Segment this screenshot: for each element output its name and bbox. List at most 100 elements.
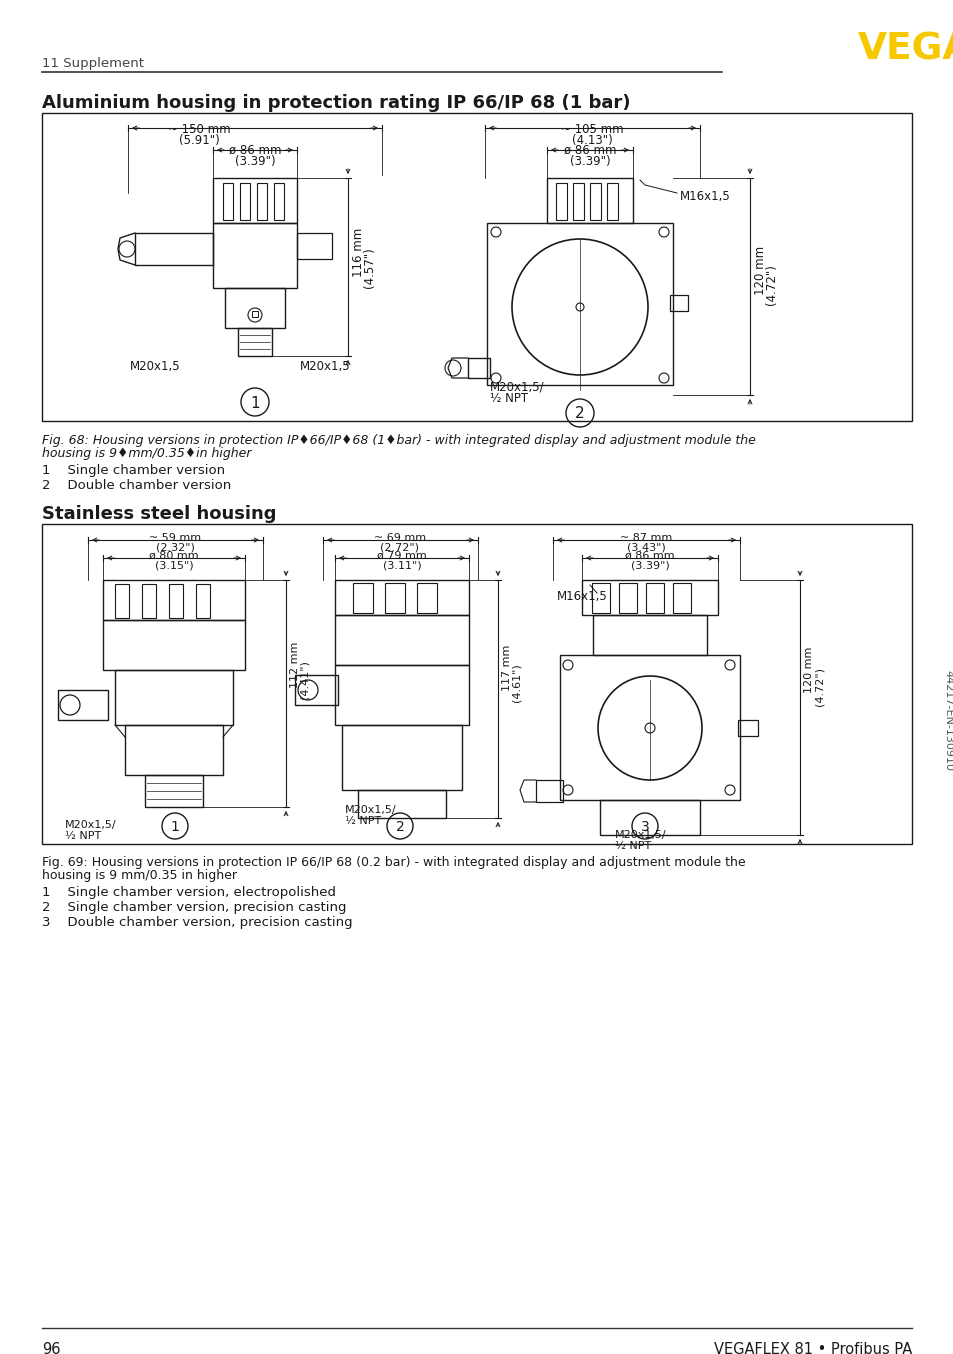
- Text: (2.72"): (2.72"): [380, 543, 419, 552]
- Bar: [145, 774, 203, 807]
- Bar: [225, 288, 285, 328]
- Bar: [274, 183, 284, 219]
- Text: (4.13"): (4.13"): [571, 134, 612, 148]
- Bar: [606, 183, 618, 219]
- Bar: [593, 615, 706, 655]
- Bar: [486, 223, 672, 385]
- Text: (4.57"): (4.57"): [363, 248, 375, 288]
- Bar: [237, 328, 272, 356]
- Bar: [536, 780, 562, 802]
- Text: M16x1,5: M16x1,5: [679, 190, 730, 203]
- Text: (5.91"): (5.91"): [178, 134, 219, 148]
- Text: (4.41"): (4.41"): [299, 661, 310, 700]
- Text: Fig. 69: Housing versions in protection IP 66/IP 68 (0.2 bar) - with integrated : Fig. 69: Housing versions in protection …: [42, 856, 745, 869]
- Bar: [213, 223, 296, 288]
- Bar: [468, 357, 490, 378]
- Text: (3.39"): (3.39"): [234, 154, 275, 168]
- Text: 2: 2: [395, 821, 404, 834]
- Bar: [42, 112, 911, 421]
- Bar: [335, 615, 469, 665]
- Text: 120 mm: 120 mm: [753, 245, 766, 295]
- Bar: [223, 183, 233, 219]
- Bar: [103, 620, 245, 670]
- Text: ~ 105 mm: ~ 105 mm: [560, 123, 622, 135]
- Text: ø 86 mm: ø 86 mm: [624, 551, 674, 561]
- Bar: [296, 233, 332, 259]
- Bar: [592, 584, 609, 613]
- Bar: [115, 584, 129, 617]
- Text: ~ 87 mm: ~ 87 mm: [619, 533, 672, 543]
- Text: (2.32"): (2.32"): [155, 543, 194, 552]
- Text: 11 Supplement: 11 Supplement: [42, 57, 144, 70]
- Bar: [213, 177, 296, 223]
- Text: M16x1,5: M16x1,5: [557, 590, 607, 603]
- Text: VEGA: VEGA: [857, 32, 953, 68]
- Text: ~ 69 mm: ~ 69 mm: [374, 533, 426, 543]
- Bar: [135, 233, 213, 265]
- Text: 112 mm: 112 mm: [290, 642, 299, 688]
- Text: ½ NPT: ½ NPT: [615, 841, 651, 852]
- Text: ø 80 mm: ø 80 mm: [149, 551, 198, 561]
- Text: ½ NPT: ½ NPT: [345, 816, 381, 826]
- Text: 120 mm: 120 mm: [803, 647, 813, 693]
- Bar: [573, 183, 583, 219]
- Bar: [294, 676, 337, 705]
- Text: 3: 3: [640, 821, 649, 834]
- Bar: [58, 691, 108, 720]
- Text: Fig. 68: Housing versions in protection IP♦66/IP♦68 (1♦bar) - with integrated di: Fig. 68: Housing versions in protection …: [42, 435, 755, 447]
- Text: ½ NPT: ½ NPT: [490, 393, 528, 405]
- Text: 117 mm: 117 mm: [501, 645, 512, 691]
- Text: 1    Single chamber version: 1 Single chamber version: [42, 464, 225, 477]
- Text: M20x1,5/: M20x1,5/: [65, 821, 116, 830]
- Text: Stainless steel housing: Stainless steel housing: [42, 505, 276, 523]
- Bar: [195, 584, 210, 617]
- Text: M20x1,5/: M20x1,5/: [345, 806, 396, 815]
- Bar: [103, 580, 245, 620]
- Text: M20x1,5: M20x1,5: [130, 360, 180, 372]
- Text: ø 86 mm: ø 86 mm: [563, 144, 616, 157]
- Text: 1: 1: [171, 821, 179, 834]
- Bar: [256, 183, 267, 219]
- Bar: [669, 295, 687, 311]
- Bar: [341, 724, 461, 789]
- Text: VEGAFLEX 81 • Profibus PA: VEGAFLEX 81 • Profibus PA: [713, 1342, 911, 1354]
- Text: 44217-EN-130910: 44217-EN-130910: [942, 669, 952, 770]
- Text: ½ NPT: ½ NPT: [65, 831, 101, 841]
- Bar: [556, 183, 566, 219]
- Text: 116 mm: 116 mm: [352, 227, 365, 276]
- Bar: [645, 584, 663, 613]
- Text: (3.43"): (3.43"): [626, 543, 664, 552]
- Text: housing is 9♦mm/0.35♦in higher: housing is 9♦mm/0.35♦in higher: [42, 447, 252, 460]
- Bar: [335, 580, 469, 615]
- Text: ø 86 mm: ø 86 mm: [229, 144, 281, 157]
- Text: housing is 9 mm/0.35 in higher: housing is 9 mm/0.35 in higher: [42, 869, 236, 881]
- Text: (3.15"): (3.15"): [154, 561, 193, 571]
- Text: ø 79 mm: ø 79 mm: [376, 551, 426, 561]
- Bar: [618, 584, 637, 613]
- Bar: [42, 524, 911, 844]
- Bar: [169, 584, 183, 617]
- Text: 96: 96: [42, 1342, 60, 1354]
- Bar: [357, 789, 446, 818]
- Text: M20x1,5/: M20x1,5/: [615, 830, 666, 839]
- Text: M20x1,5/: M20x1,5/: [490, 380, 544, 393]
- Bar: [240, 183, 250, 219]
- Text: 1: 1: [250, 395, 259, 410]
- Bar: [599, 800, 700, 835]
- Bar: [142, 584, 156, 617]
- Bar: [125, 724, 223, 774]
- Text: 2    Single chamber version, precision casting: 2 Single chamber version, precision cast…: [42, 900, 346, 914]
- Text: ~ 59 mm: ~ 59 mm: [149, 533, 201, 543]
- Text: (3.11"): (3.11"): [382, 561, 421, 571]
- Text: (4.72"): (4.72"): [764, 264, 778, 306]
- Text: 2    Double chamber version: 2 Double chamber version: [42, 479, 231, 492]
- Text: (3.39"): (3.39"): [630, 561, 669, 571]
- Bar: [559, 655, 740, 800]
- Bar: [115, 670, 233, 724]
- Bar: [335, 665, 469, 724]
- Text: 2: 2: [575, 406, 584, 421]
- Text: Aluminium housing in protection rating IP 66/IP 68 (1 bar): Aluminium housing in protection rating I…: [42, 93, 630, 112]
- Bar: [416, 584, 436, 613]
- Bar: [353, 584, 373, 613]
- Text: M20x1,5: M20x1,5: [299, 360, 350, 372]
